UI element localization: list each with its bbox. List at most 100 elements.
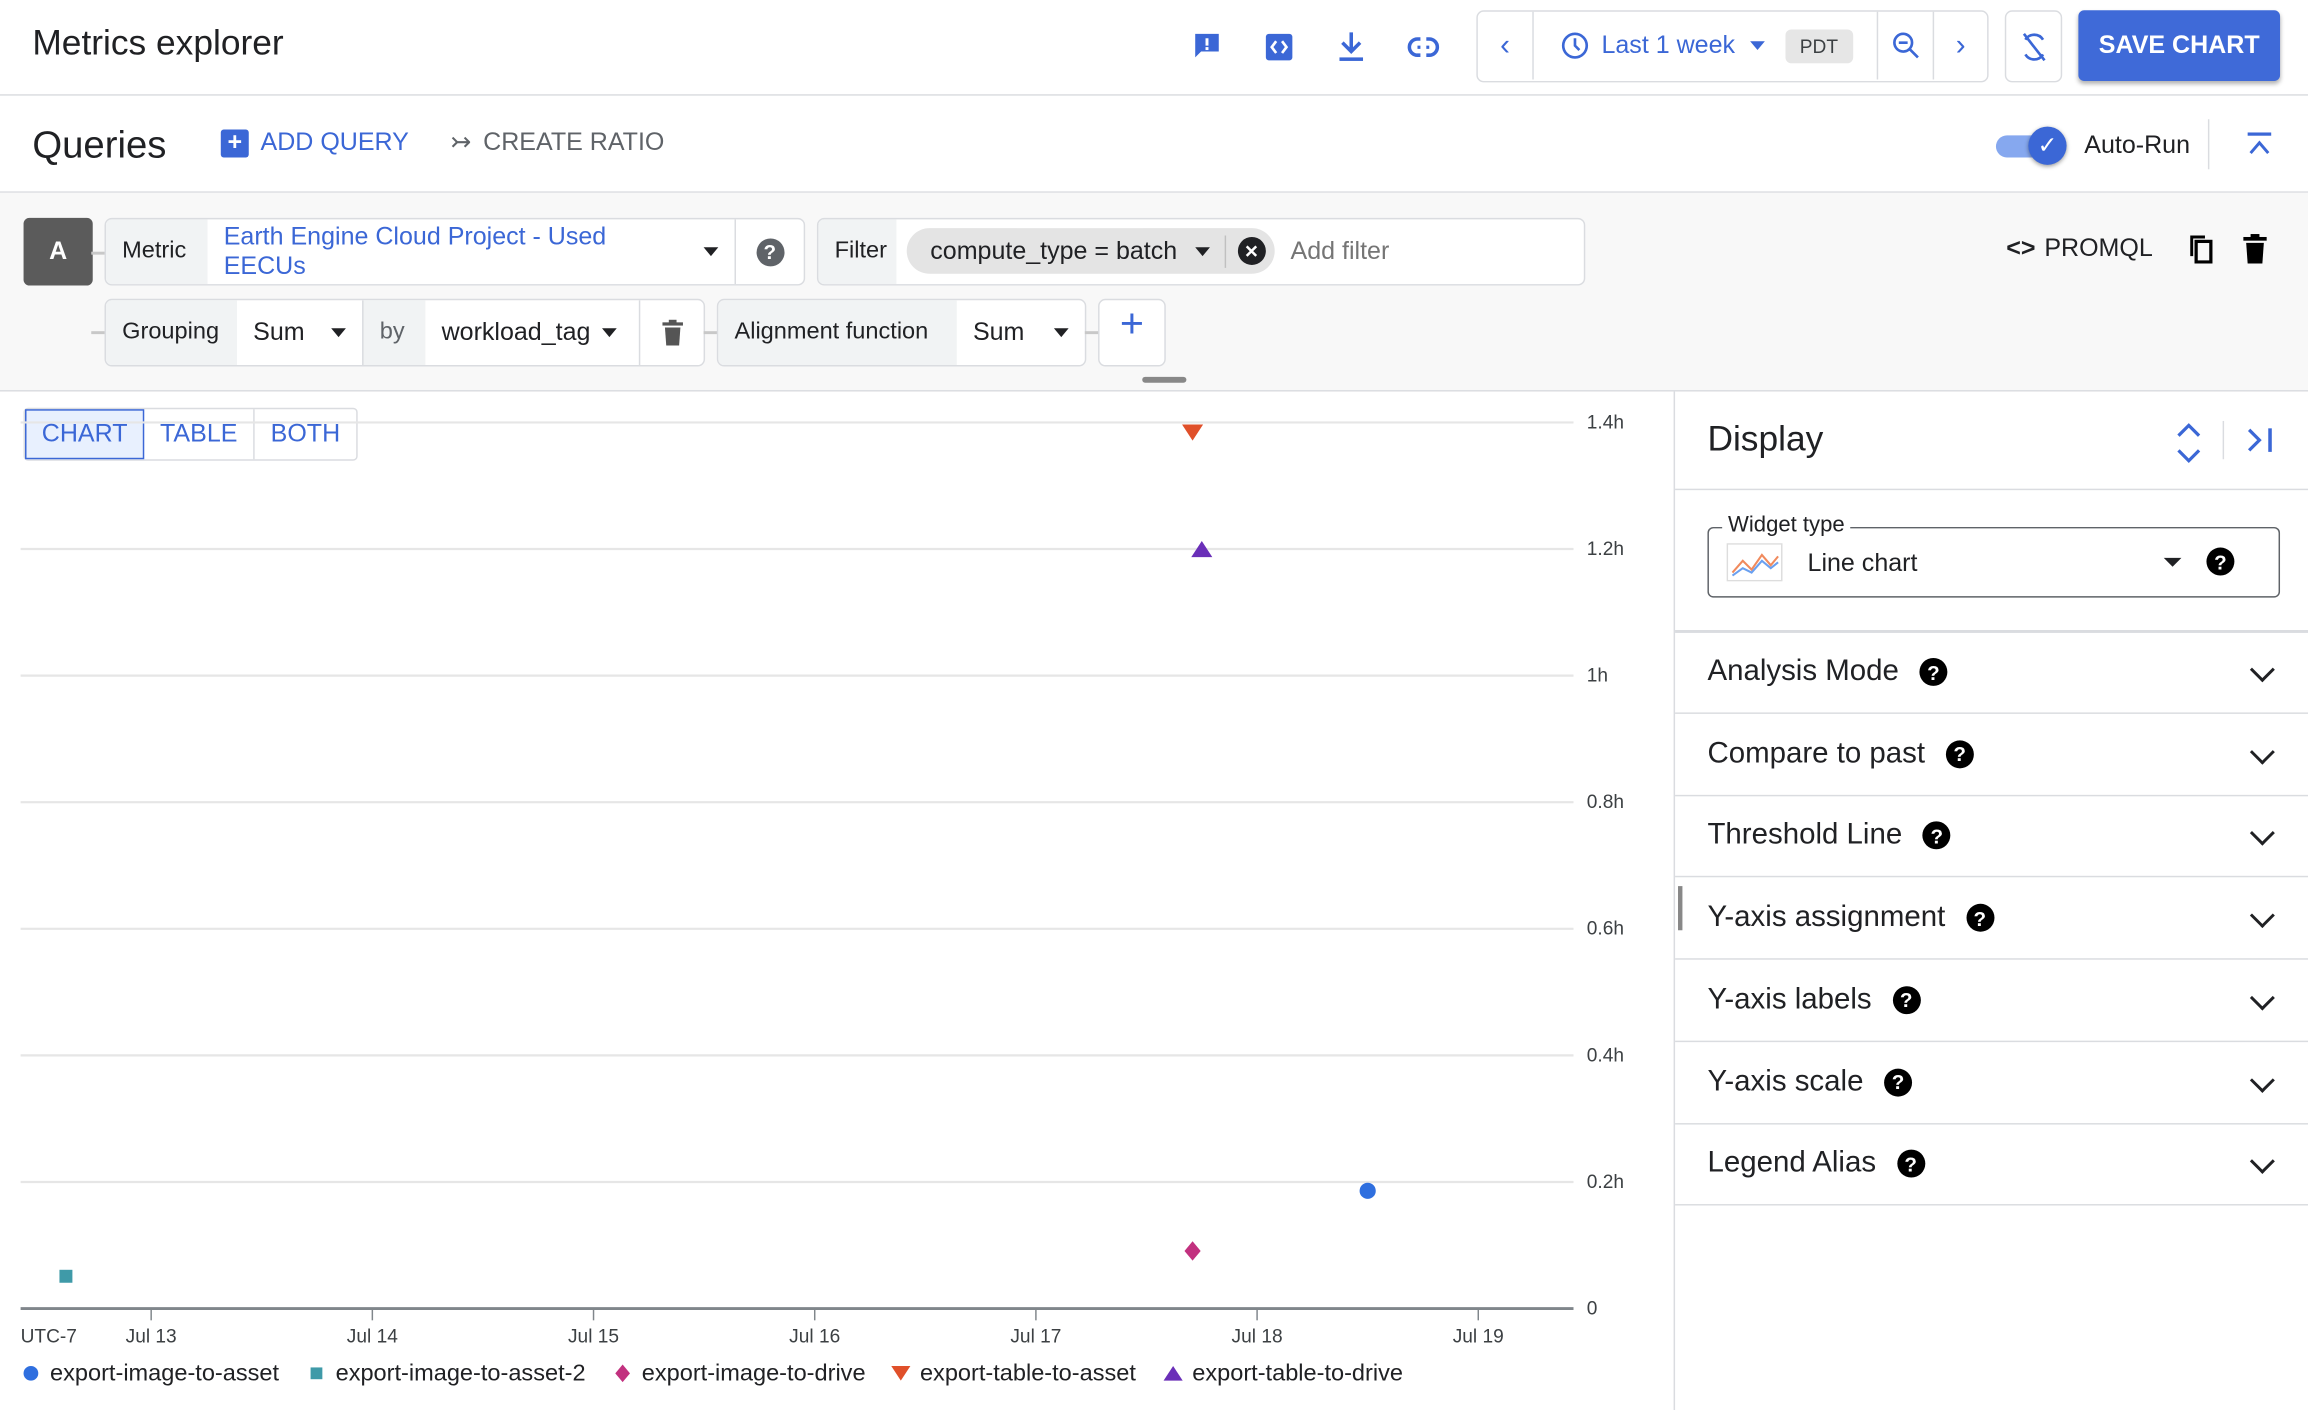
alignment-label: Alignment function (718, 300, 957, 366)
duplicate-query-icon[interactable] (2187, 234, 2213, 271)
resize-handle[interactable] (1142, 376, 1187, 383)
section-threshold-line[interactable]: Threshold Line? (1675, 795, 2308, 878)
caret-down-icon (2163, 557, 2182, 567)
widget-type-dropdown[interactable]: Widget type Line chart ? (1707, 512, 2281, 598)
y-tick-label: 0.8h (1587, 792, 1624, 813)
section-title: Analysis Mode (1707, 655, 1899, 688)
grouping-selector: Grouping Sum by workload_tag (104, 298, 706, 367)
section-title: Threshold Line (1707, 818, 1903, 852)
help-icon[interactable]: ? (1884, 1067, 1913, 1096)
tab-table[interactable]: TABLE (144, 409, 255, 460)
section-title: Compare to past (1707, 736, 1926, 770)
feedback-icon[interactable] (1191, 29, 1223, 61)
help-icon[interactable]: ? (1892, 985, 1921, 1014)
promql-label: PROMQL (2044, 234, 2153, 263)
time-range-group: ‹ Last 1 week PDT › (1476, 10, 1989, 83)
download-icon[interactable] (1335, 29, 1367, 64)
queries-title: Queries (32, 122, 167, 167)
scrollbar-thumb[interactable] (1678, 886, 1683, 931)
previous-range-button[interactable]: ‹ (1478, 11, 1534, 80)
add-filter-input[interactable]: Add filter (1290, 236, 1390, 265)
legend-item: export-image-to-asset (50, 1360, 279, 1386)
sync-off-button[interactable] (2004, 10, 2063, 83)
auto-run-toggle[interactable]: ✓ (1995, 126, 2067, 165)
chevron-down-icon (2249, 985, 2275, 1011)
help-icon[interactable]: ? (1922, 821, 1951, 850)
help-icon[interactable]: ? (2206, 547, 2235, 576)
y-tick-label: 1.2h (1587, 539, 1624, 560)
x-tick-label: Jul 18 (1232, 1326, 1283, 1347)
widget-type-label: Widget type (1722, 512, 1851, 538)
group-by-dropdown[interactable]: workload_tag (425, 300, 638, 365)
legend-marker (1163, 1365, 1183, 1381)
help-icon[interactable]: ? (1945, 739, 1974, 768)
alignment-dropdown[interactable]: Sum (957, 300, 1085, 365)
display-title: Display (1707, 419, 1824, 460)
data-point-export-table-to-drive (1191, 540, 1213, 558)
collapse-panel-icon[interactable] (2246, 427, 2275, 461)
timezone-label: UTC-7 (21, 1326, 77, 1347)
x-tick-label: Jul 19 (1453, 1326, 1504, 1347)
x-tick-label: Jul 15 (568, 1326, 619, 1347)
remove-grouping-button[interactable] (638, 300, 704, 366)
sync-off-icon (2022, 32, 2045, 61)
group-by-value: workload_tag (441, 317, 591, 346)
alignment-selector: Alignment function Sum (716, 298, 1087, 367)
section-analysis-mode[interactable]: Analysis Mode? (1675, 631, 2308, 714)
x-tick-label: Jul 14 (347, 1326, 398, 1347)
plus-icon: + (1119, 300, 1144, 346)
zoom-out-button[interactable] (1878, 11, 1935, 80)
metric-selector: Metric Earth Engine Cloud Project - Used… (104, 217, 806, 286)
collapse-queries-icon[interactable] (2243, 128, 2275, 160)
embed-code-icon[interactable] (1263, 31, 1295, 63)
tab-chart[interactable]: CHART (25, 409, 145, 460)
add-operation-button[interactable]: + (1098, 298, 1166, 367)
caret-down-icon (331, 328, 346, 338)
section-y-axis-labels[interactable]: Y-axis labels? (1675, 959, 2308, 1042)
legend-item: export-table-to-drive (1192, 1360, 1403, 1386)
help-icon[interactable]: ? (1965, 903, 1994, 932)
grouping-dropdown[interactable]: Sum (237, 300, 362, 365)
delete-query-icon[interactable] (2243, 234, 2267, 271)
next-range-button[interactable]: › (1934, 12, 1987, 80)
help-icon[interactable]: ? (1896, 1149, 1925, 1178)
legend-marker (891, 1365, 911, 1381)
add-query-button[interactable]: + ADD QUERY (220, 128, 409, 157)
section-title: Y-axis labels (1707, 982, 1872, 1016)
by-label: by (362, 300, 426, 366)
section-legend-alias[interactable]: Legend Alias? (1675, 1123, 2308, 1206)
remove-filter-icon[interactable]: ✕ (1237, 236, 1266, 265)
time-range-selector[interactable]: Last 1 week PDT (1534, 11, 1879, 80)
y-tick-label: 1h (1587, 666, 1608, 687)
divider (2207, 119, 2210, 170)
chevron-down-icon (2249, 903, 2275, 929)
chevron-left-icon: ‹ (1500, 28, 1510, 62)
tab-both[interactable]: BOTH (270, 419, 341, 448)
chevron-right-icon: › (1955, 28, 1966, 62)
filter-label: Filter (818, 219, 897, 285)
metric-dropdown[interactable]: Earth Engine Cloud Project - Used EECUs (208, 219, 735, 284)
y-tick-label: 0 (1587, 1298, 1598, 1319)
promql-button[interactable]: <> PROMQL (2006, 234, 2153, 263)
section-y-axis-scale[interactable]: Y-axis scale? (1675, 1041, 2308, 1124)
caret-down-icon[interactable] (1194, 246, 1210, 256)
query-letter-badge[interactable]: A (23, 217, 93, 286)
chevron-down-icon (2249, 821, 2275, 847)
section-y-axis-assignment[interactable]: Y-axis assignment? (1675, 877, 2308, 960)
section-compare-to-past[interactable]: Compare to past? (1675, 713, 2308, 796)
add-query-label: ADD QUERY (260, 128, 409, 157)
expand-collapse-icon[interactable] (2176, 421, 2202, 473)
chart-area: 0 0.2h 0.4h 0.6h 0.8h 1h 1.2h 1.4h UTC-7 Jul 13 Ju… (21, 412, 1624, 1386)
data-point-export-table-to-asset (1182, 424, 1204, 441)
timezone-chip[interactable]: PDT (1785, 28, 1853, 63)
help-icon[interactable]: ? (1919, 657, 1948, 686)
save-chart-button[interactable]: SAVE CHART (2078, 10, 2281, 81)
alignment-value: Sum (972, 317, 1025, 346)
create-ratio-button[interactable]: ↣ CREATE RATIO (450, 128, 664, 157)
caret-down-icon (703, 247, 719, 257)
y-tick-label: 0.4h (1587, 1045, 1624, 1066)
metric-help-button[interactable]: ? (734, 219, 803, 285)
link-icon[interactable] (1406, 31, 1441, 63)
metric-value: Earth Engine Cloud Project - Used EECUs (223, 222, 607, 280)
filter-chip[interactable]: compute_type = batch ✕ (906, 228, 1275, 274)
